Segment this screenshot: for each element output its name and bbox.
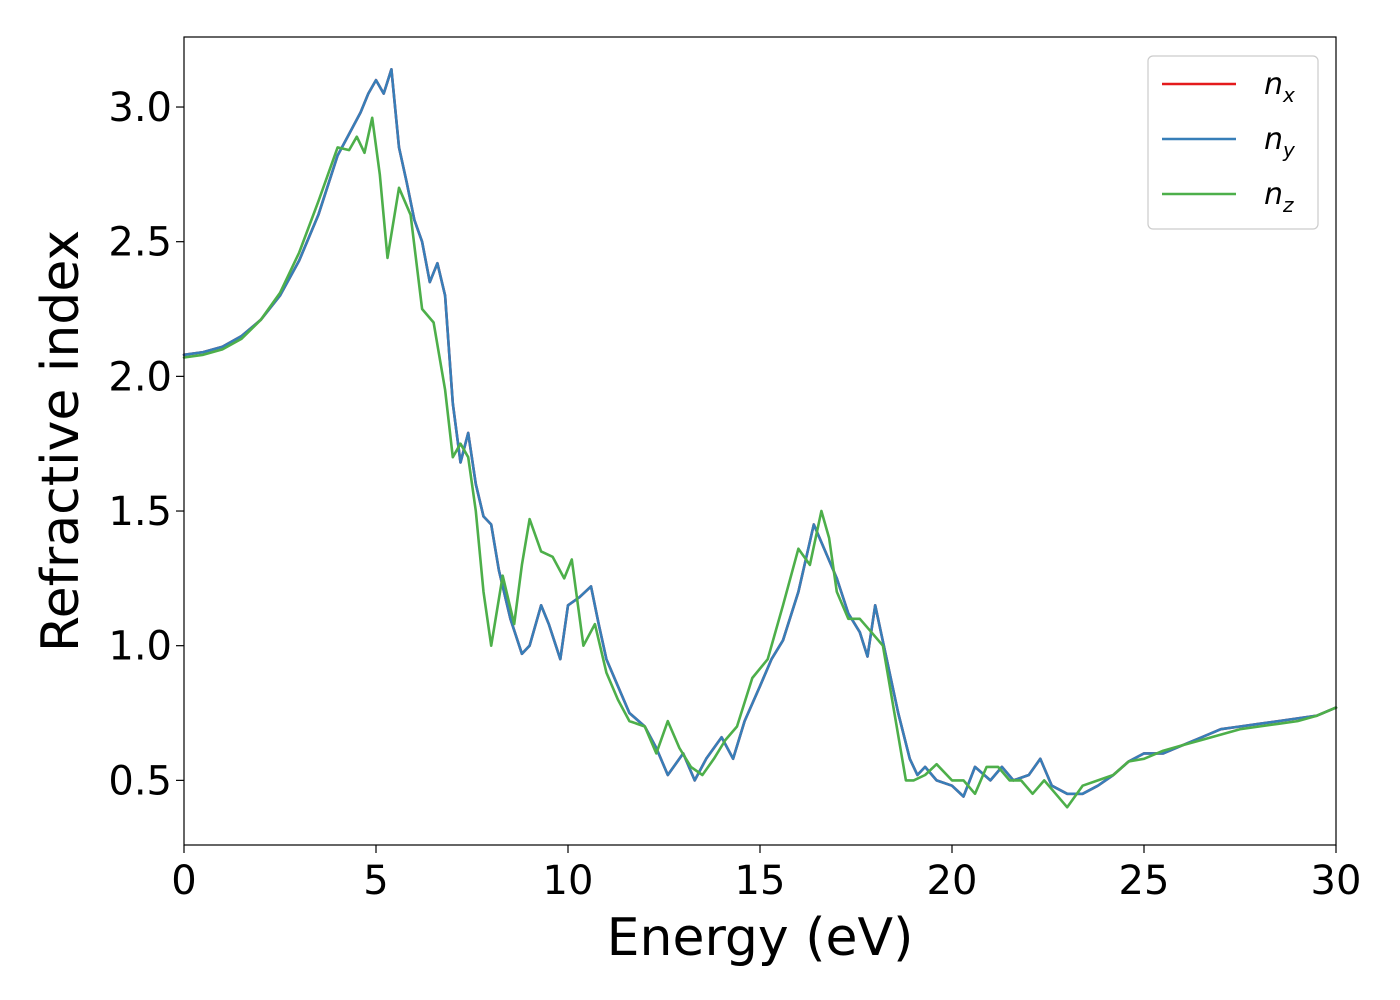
- series-layer: [182, 68, 1338, 809]
- legend-label-subscript: z: [1282, 193, 1294, 217]
- series-line-y: [182, 68, 1338, 798]
- legend-label-y: ny: [1264, 122, 1296, 162]
- series-line-z: [182, 116, 1338, 809]
- y-axis-label: Refractive index: [31, 230, 91, 652]
- y-tick-label: 3.0: [108, 85, 172, 131]
- x-axis-ticks: 0 5 10 15 20 25 30: [171, 845, 1361, 904]
- legend-label-base: n: [1264, 122, 1283, 157]
- y-tick-label: 2.0: [108, 354, 172, 400]
- y-axis-ticks: 0.5 1.0 1.5 2.0 2.5 3.0: [108, 85, 184, 804]
- legend-label-x: nx: [1264, 67, 1295, 107]
- x-tick-label: 25: [1119, 858, 1170, 904]
- y-tick-label: 1.0: [108, 624, 172, 670]
- x-tick-label: 5: [363, 858, 388, 904]
- legend-label-z: nz: [1264, 177, 1294, 217]
- y-tick-label: 0.5: [108, 758, 172, 804]
- legend-label-base: n: [1264, 67, 1283, 102]
- x-tick-label: 10: [543, 858, 594, 904]
- x-tick-label: 15: [735, 858, 786, 904]
- x-tick-label: 30: [1311, 858, 1362, 904]
- legend-box: [1147, 55, 1319, 230]
- y-tick-label: 2.5: [108, 220, 172, 266]
- x-axis-label: Energy (eV): [607, 908, 914, 968]
- y-tick-label: 1.5: [108, 489, 172, 535]
- x-tick-label: 20: [927, 858, 978, 904]
- legend-label-subscript: x: [1282, 83, 1295, 107]
- x-tick-label: 0: [171, 858, 196, 904]
- legend-label-base: n: [1264, 177, 1283, 212]
- legend-label-subscript: y: [1282, 138, 1296, 162]
